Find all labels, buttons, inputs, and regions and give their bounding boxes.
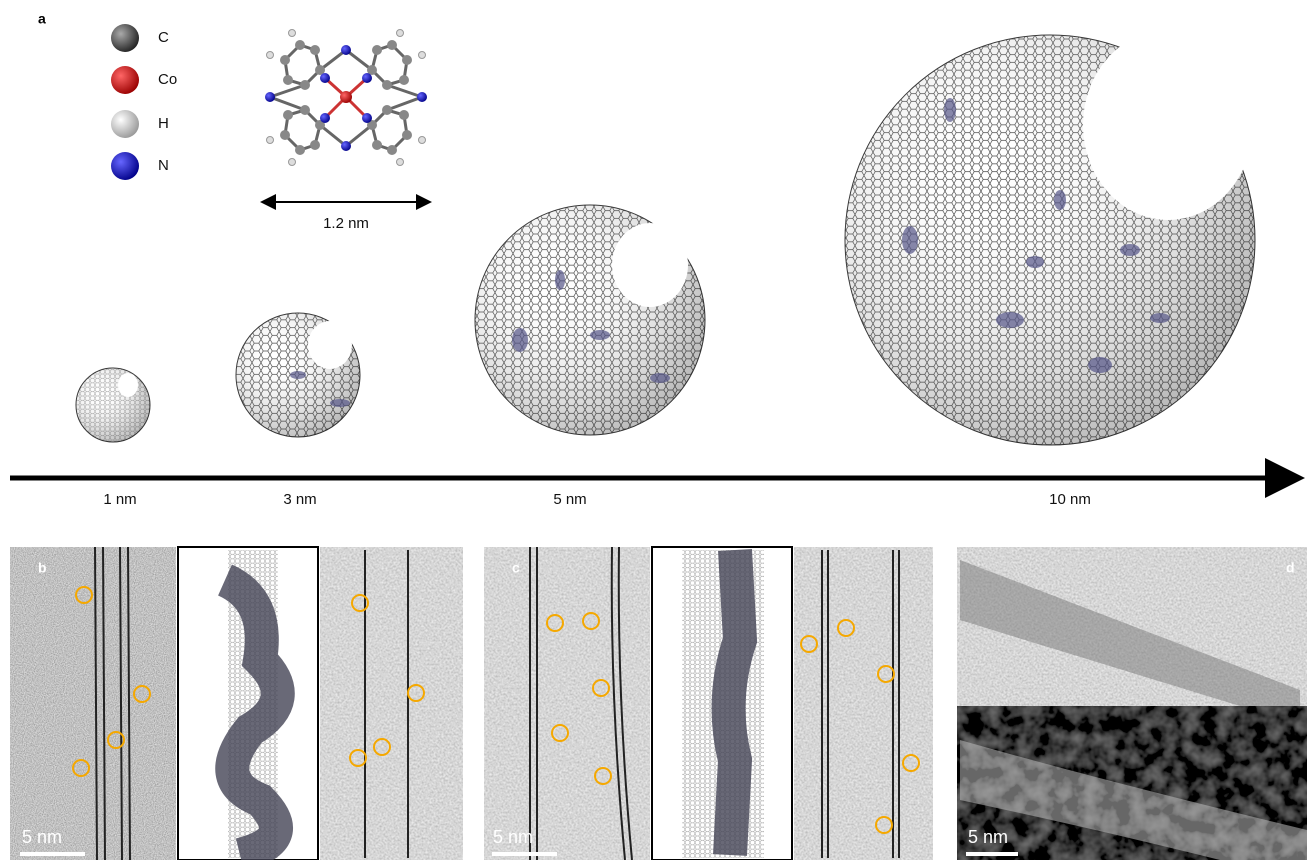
- panel-label: c: [512, 560, 520, 576]
- nanotube: [475, 205, 705, 435]
- legend-sphere: [111, 110, 139, 138]
- diameter-label: 10 nm: [1049, 491, 1091, 508]
- scale-bar-label: 5 nm: [493, 827, 533, 847]
- legend-sphere: [111, 152, 139, 180]
- scale-bar-label: 5 nm: [968, 827, 1008, 847]
- scale-bar: [966, 852, 1018, 856]
- panel-label: b: [38, 560, 47, 576]
- tem-image: [10, 547, 176, 860]
- molecule: [265, 30, 427, 166]
- panel-label: d: [1286, 560, 1295, 576]
- legend-sphere: [111, 66, 139, 94]
- diameter-label: 3 nm: [283, 491, 316, 508]
- molecule-width: 1.2 nm: [323, 215, 369, 232]
- legend-label: Co: [158, 71, 177, 88]
- legend-sphere: [111, 24, 139, 52]
- nanotube: [236, 313, 360, 437]
- legend-label: H: [158, 115, 169, 132]
- diameter-label: 1 nm: [103, 491, 136, 508]
- tem-image: [484, 547, 650, 860]
- panel-label: a: [38, 11, 46, 27]
- molecule-cluster: [729, 550, 740, 855]
- diameter-label: 5 nm: [553, 491, 586, 508]
- page: {"panel_a":{"label":"a","legend":["C","C…: [0, 0, 1307, 860]
- tem-image: [794, 547, 933, 860]
- scale-bar: [20, 852, 85, 856]
- figure: a C Co H N 1.2 nm 1 nm 3 nm 5 nm 10 nm b…: [0, 0, 1307, 860]
- tem-image: [320, 547, 463, 860]
- scale-bar: [492, 852, 557, 856]
- nanotube: [76, 368, 150, 442]
- nanotube: [845, 30, 1255, 445]
- legend-label: C: [158, 29, 169, 46]
- scale-bar-label: 5 nm: [22, 827, 62, 847]
- legend-label: N: [158, 157, 169, 174]
